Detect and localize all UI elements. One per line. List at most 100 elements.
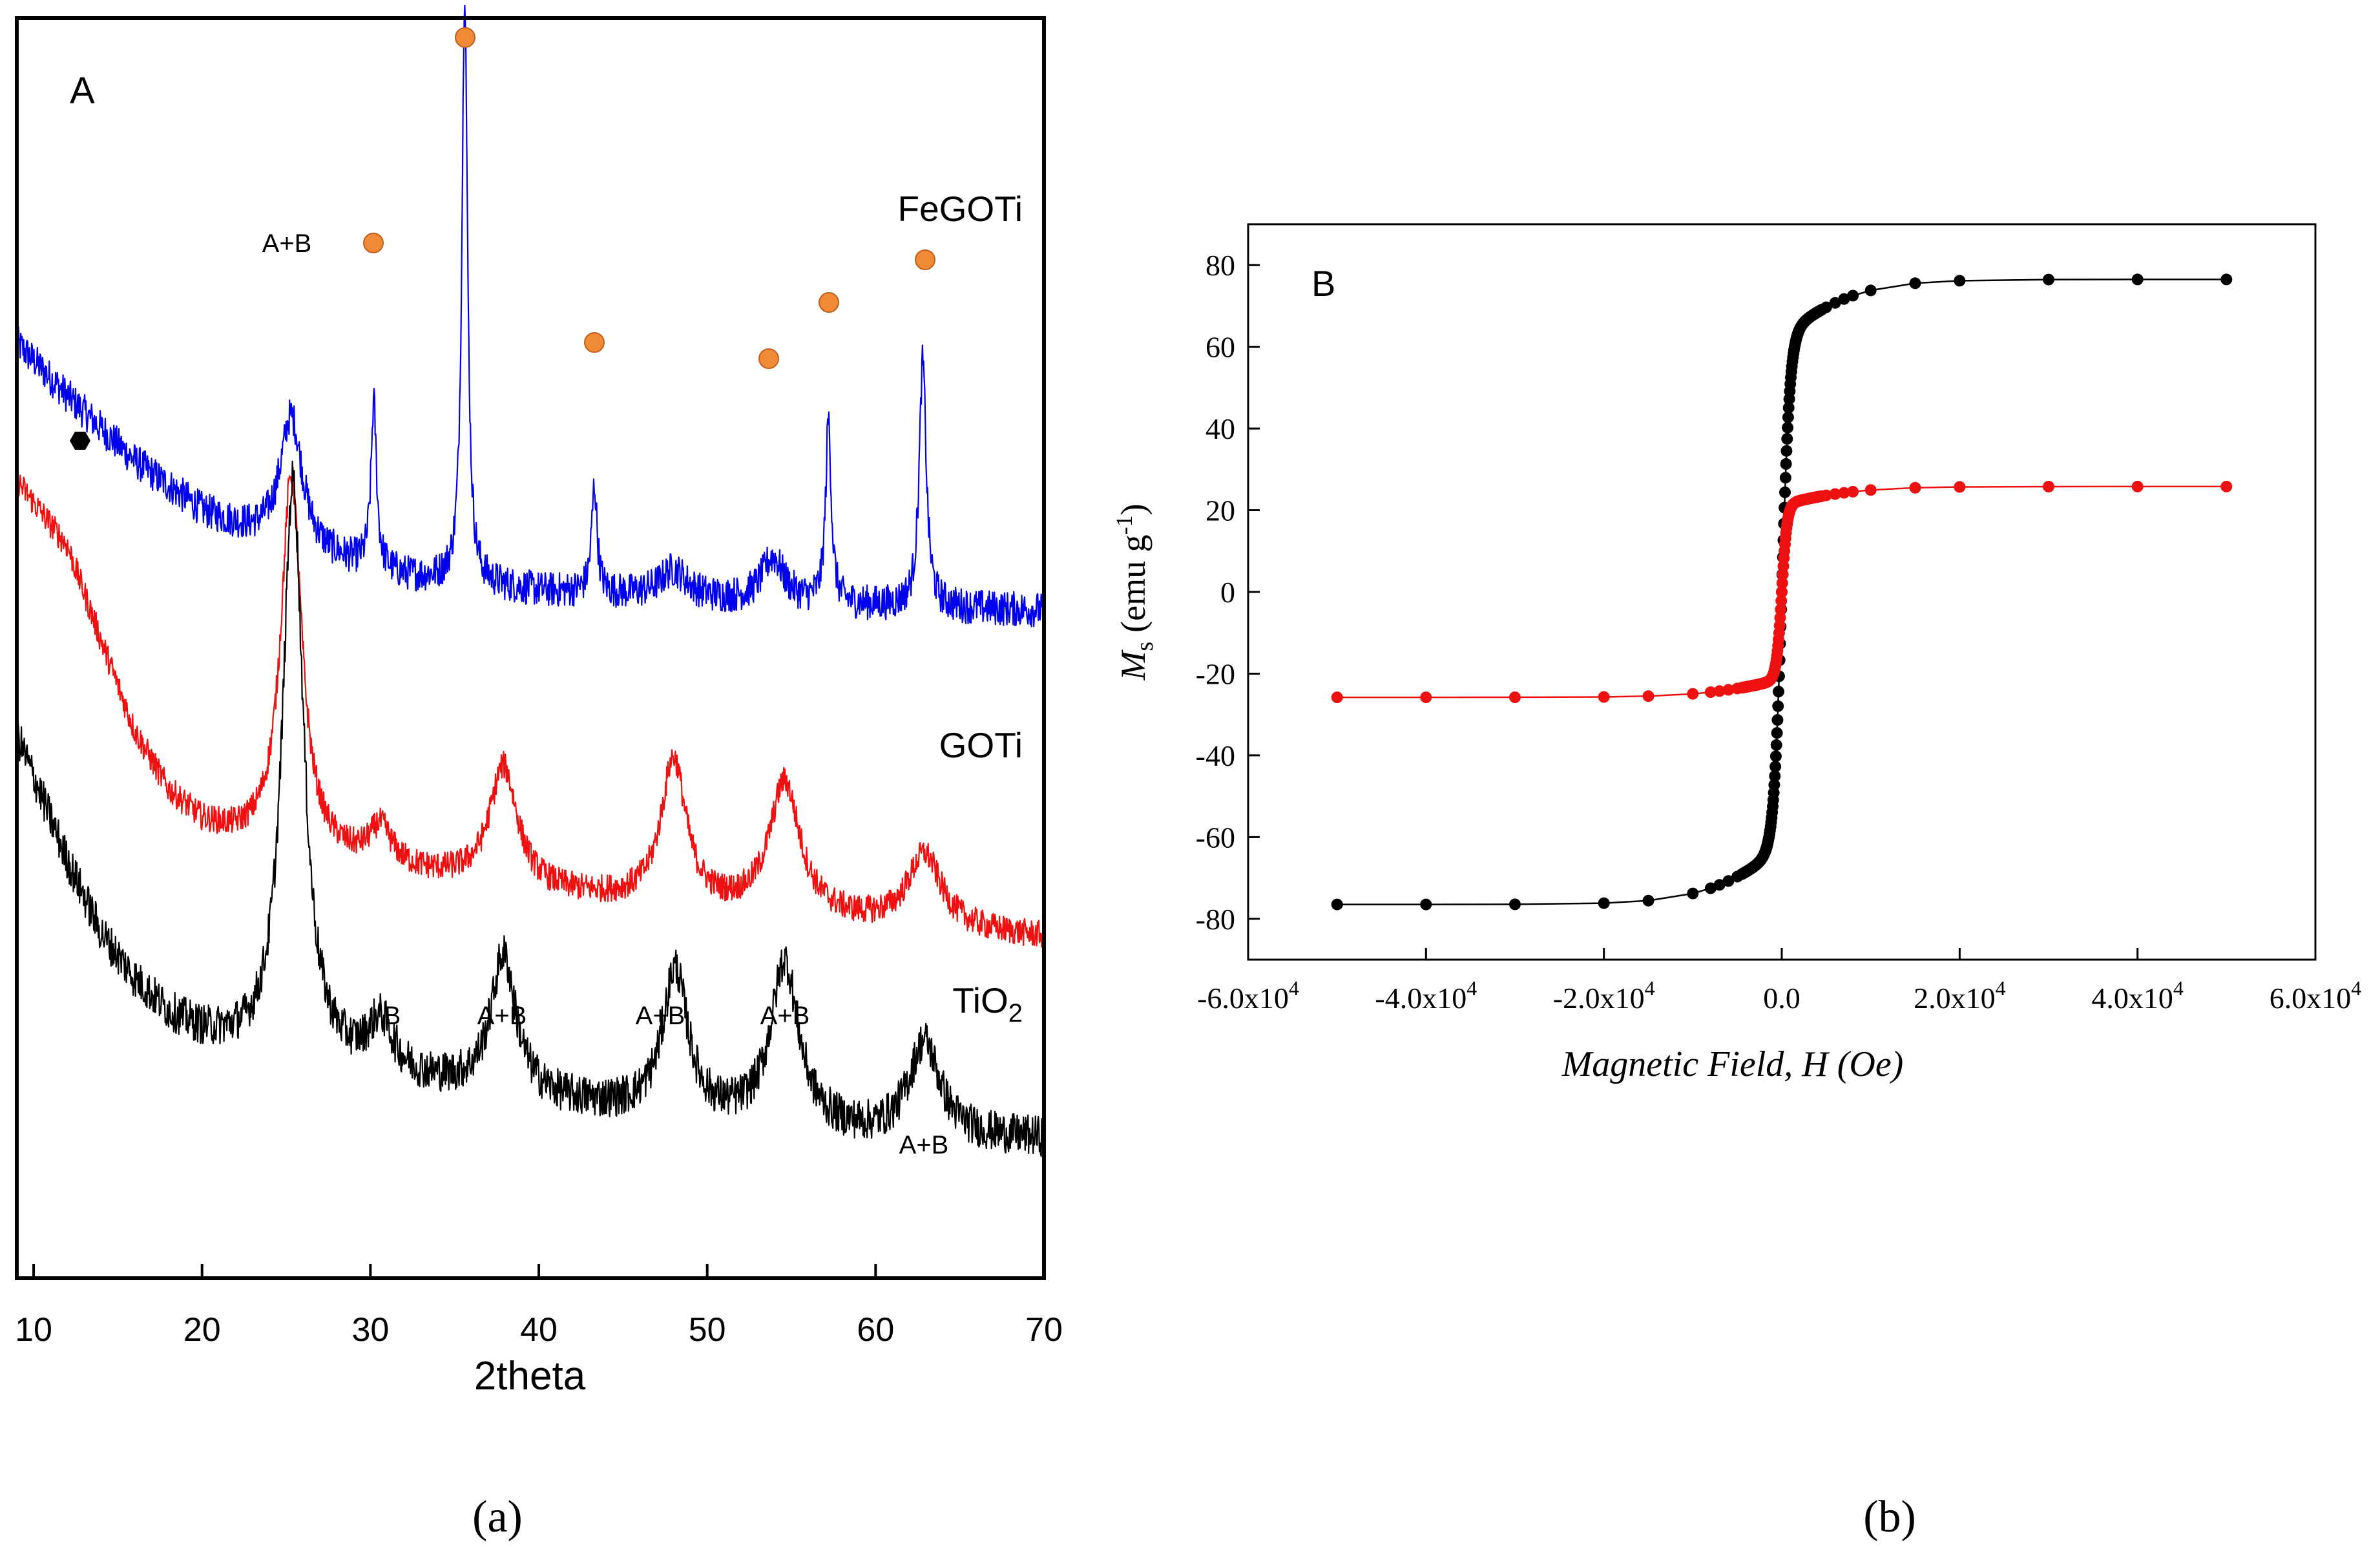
hysteresis-point-red <box>1687 688 1699 700</box>
hysteresis-point-black <box>1782 402 1795 414</box>
hysteresis-point-red <box>1775 595 1788 607</box>
hysteresis-point-black <box>1838 293 1850 305</box>
hysteresis-point-black <box>1769 761 1782 773</box>
xrd-x-tick-label: 70 <box>1025 1311 1063 1349</box>
hysteresis-point-red <box>1775 604 1787 616</box>
x-tick-exponent: 4 <box>1996 976 2006 1000</box>
magnetite-marker <box>455 27 475 48</box>
hysteresis-point-red <box>1777 568 1789 580</box>
hysteresis-point-black <box>1713 879 1726 891</box>
annotation-ab-54: A+B <box>760 1002 810 1030</box>
hysteresis-point-black <box>1780 458 1792 470</box>
hysteresis-point-black <box>2220 273 2233 286</box>
hysteresis-point-red <box>1331 691 1343 704</box>
hysteresis-y-tick-label: 20 <box>1206 494 1235 527</box>
ylabel-sub-s: s <box>1131 642 1158 651</box>
panel-b-letter: B <box>1311 263 1335 304</box>
hysteresis-point-black <box>1820 301 1832 313</box>
xrd-x-tick-label: 30 <box>351 1311 389 1349</box>
hysteresis-point-red <box>1598 691 1610 703</box>
hysteresis-point-red <box>1713 685 1726 697</box>
xrd-panel: 10 20 30 40 50 60 70 A FeGOTi GOTi TiO2 A+B B … <box>15 5 1063 1542</box>
label-tio2: TiO2 <box>952 980 1023 1027</box>
hysteresis-point-black <box>2131 273 2144 286</box>
ylabel-sup: -1 <box>1111 515 1137 534</box>
hysteresis-point-red <box>2043 481 2054 492</box>
hysteresis-point-black <box>1773 686 1784 698</box>
label-tio2-subscript: 2 <box>1008 999 1023 1027</box>
hysteresis-point-black <box>1770 739 1782 751</box>
graphene-oxide-hexagon-marker <box>70 432 90 450</box>
hysteresis-point-black <box>1779 472 1791 484</box>
hysteresis-point-red <box>1776 586 1788 598</box>
hysteresis-y-tick-label: 80 <box>1206 249 1235 282</box>
hysteresis-point-red <box>2131 480 2144 492</box>
annotation-ab-48: A+B <box>636 1002 685 1030</box>
hysteresis-point-red <box>1847 485 1859 498</box>
hysteresis-point-black <box>1782 421 1794 434</box>
x-tick-mantissa: 2.0x10 <box>1914 982 1996 1015</box>
hysteresis-x-tick-label: -6.0x104 <box>1197 976 1299 1015</box>
hysteresis-point-black <box>1771 714 1784 726</box>
xrd-x-tick-label: 10 <box>15 1311 52 1349</box>
magnetite-markers <box>363 27 935 369</box>
hysteresis-point-red <box>1776 577 1788 589</box>
hysteresis-point-black <box>1780 445 1793 457</box>
xrd-curves <box>16 5 1045 1157</box>
hysteresis-point-black <box>1722 875 1735 887</box>
xrd-x-axis-label: 2theta <box>474 1354 586 1398</box>
hysteresis-point-red <box>1420 691 1432 704</box>
hysteresis-point-red <box>1722 684 1735 696</box>
panel-b-caption: (b) <box>1863 1492 1916 1542</box>
hysteresis-point-red <box>1838 487 1850 499</box>
label-fegoti: FeGOTi <box>897 189 1023 229</box>
hysteresis-y-axis-label: Ms (emu g-1) <box>1111 503 1158 680</box>
xrd-x-tick-label: 60 <box>857 1311 894 1349</box>
hysteresis-point-red <box>1774 612 1786 624</box>
hysteresis-point-red <box>1864 484 1877 496</box>
hysteresis-point-black <box>1642 894 1655 907</box>
panel-a-letter: A <box>70 70 95 112</box>
hysteresis-x-tick-label: -2.0x104 <box>1553 976 1655 1015</box>
hysteresis-point-black <box>1771 727 1783 739</box>
xrd-x-ticks: 10 20 30 40 50 60 70 <box>15 1264 1063 1349</box>
hysteresis-y-tick-label: -20 <box>1196 657 1235 690</box>
hysteresis-point-red <box>1820 489 1832 501</box>
hysteresis-point-black <box>1769 750 1782 763</box>
xrd-plot-frame <box>15 16 1046 1280</box>
hysteresis-point-black <box>1909 277 1921 290</box>
magnetite-marker <box>584 332 605 353</box>
hysteresis-point-black <box>2043 273 2054 286</box>
annotation-ab-25: A+B <box>262 229 312 258</box>
hysteresis-point-red <box>1704 686 1717 699</box>
x-tick-exponent: 4 <box>1289 976 1299 1000</box>
hysteresis-point-black <box>1704 882 1717 894</box>
x-tick-mantissa: 6.0x10 <box>2270 982 2352 1015</box>
hysteresis-point-red <box>1509 691 1521 703</box>
hysteresis-point-red <box>2220 480 2233 492</box>
ylabel-units: (emu g <box>1114 534 1153 632</box>
x-tick-mantissa: -2.0x10 <box>1553 982 1645 1015</box>
xrd-series-fegoti <box>16 5 1045 627</box>
hysteresis-point-red <box>1954 481 1966 493</box>
hysteresis-point-black <box>1687 887 1699 900</box>
hysteresis-point-black <box>1598 897 1610 909</box>
panel-a-caption: (a) <box>472 1492 523 1542</box>
xrd-x-tick-label: 50 <box>689 1311 726 1349</box>
hysteresis-y-tick-label: -80 <box>1196 903 1235 936</box>
ylabel-close: ) <box>1114 503 1153 515</box>
hysteresis-point-black <box>1954 275 1966 287</box>
hysteresis-point-black <box>1769 770 1781 782</box>
hysteresis-y-tick-label: 0 <box>1220 576 1235 609</box>
hysteresis-point-black <box>1768 779 1780 791</box>
hysteresis-point-black <box>1779 486 1791 498</box>
hysteresis-point-black <box>1864 284 1877 297</box>
magnetite-marker <box>819 292 839 313</box>
hysteresis-y-tick-label: -60 <box>1196 821 1235 854</box>
label-goti: GOTi <box>939 725 1023 765</box>
hysteresis-x-tick-label: 6.0x104 <box>2270 976 2362 1015</box>
hysteresis-y-tick-label: 60 <box>1206 331 1235 364</box>
hysteresis-point-black <box>1772 700 1784 712</box>
